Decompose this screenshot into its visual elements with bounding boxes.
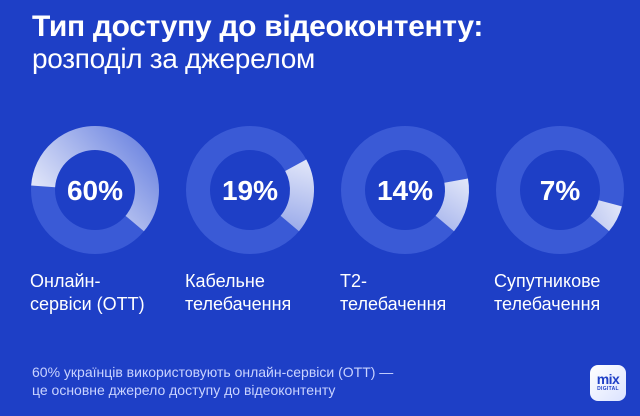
category-label-3: Т2- телебачення <box>340 270 490 316</box>
mix-digital-logo: mix DIGITAL <box>590 365 626 401</box>
donut-arc-2 <box>186 126 314 254</box>
donut-value-label-2: 19% <box>222 175 278 206</box>
category-label-2: Кабельне телебачення <box>185 270 335 316</box>
logo-subtext: DIGITAL <box>597 386 619 392</box>
donut-arc-3 <box>341 126 469 254</box>
donut-value-label-1: 60% <box>67 175 123 206</box>
caption: 60% українців використовують онлайн-серв… <box>32 363 393 399</box>
page-subtitle: розподіл за джерелом <box>32 43 315 74</box>
logo-text: mix <box>596 371 620 387</box>
donut-arc-1 <box>31 125 159 254</box>
donut-value-label-3: 14% <box>377 175 433 206</box>
category-label-1: Онлайн-сервіси (ОТТ) <box>30 270 180 316</box>
page-title: Тип доступу до відеоконтенту: <box>32 10 484 43</box>
caption-line-2: це основне джерело доступу до відеоконте… <box>32 382 336 398</box>
category-label-line: телебачення <box>340 294 447 314</box>
category-label-4: Супутникове телебачення <box>494 270 640 316</box>
category-label-line: Онлайн- <box>30 271 101 291</box>
category-label-line: Супутникове <box>494 271 601 291</box>
donut-track-4 <box>496 126 624 254</box>
donut-value-label-4: 7% <box>540 175 581 206</box>
category-label-line: Т2- <box>340 271 367 291</box>
category-label-line: телебачення <box>494 294 601 314</box>
category-label-line: телебачення <box>185 294 292 314</box>
caption-line-1: 60% українців використовують онлайн-серв… <box>32 364 394 380</box>
category-label-line: Кабельне <box>185 271 265 291</box>
category-label-line: сервіси (ОТТ) <box>30 294 145 314</box>
